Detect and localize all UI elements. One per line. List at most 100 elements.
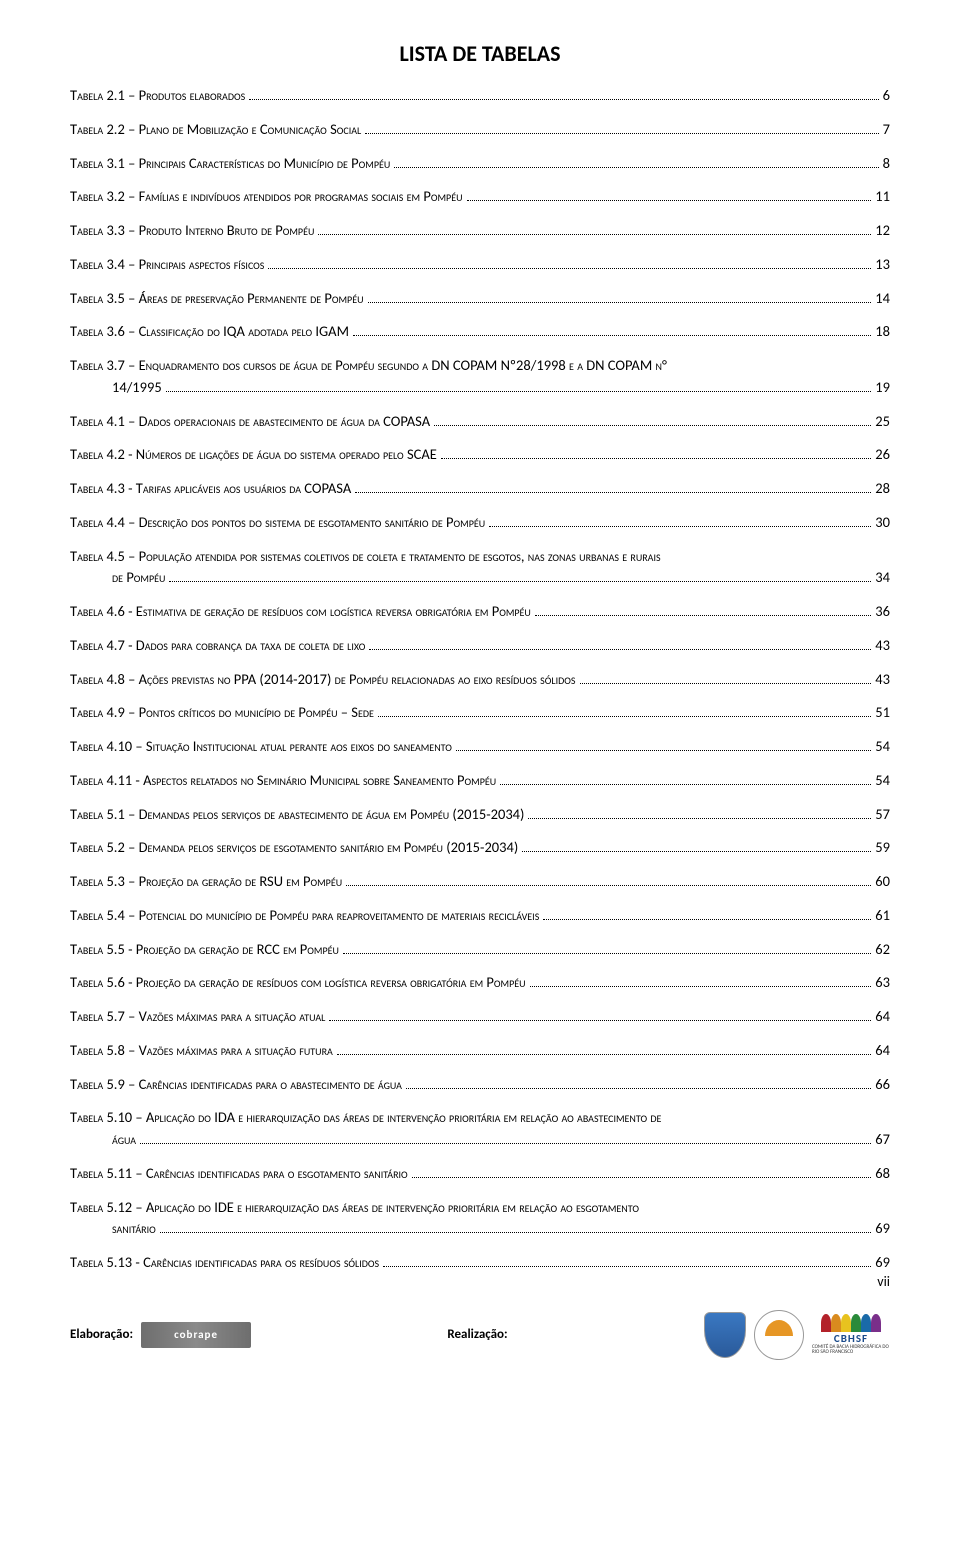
toc-entry-page: 61 xyxy=(875,905,890,927)
toc-entry-label: Tabela 2.1 – Produtos elaborados xyxy=(70,85,245,107)
leader-dots xyxy=(378,716,871,717)
toc-entry-label: Tabela 5.8 – Vazões máximas para a situa… xyxy=(70,1040,333,1062)
leader-dots xyxy=(522,851,871,852)
toc-entry-label: Tabela 3.7 – Enquadramento dos cursos de… xyxy=(70,355,890,377)
toc-entry-label: Tabela 4.11 - Aspectos relatados no Semi… xyxy=(70,770,496,792)
toc-entry-page: 26 xyxy=(875,444,890,466)
toc-entry-page: 19 xyxy=(875,377,890,399)
toc-entry: Tabela 2.1 – Produtos elaborados6 xyxy=(70,85,890,107)
toc-entry-page: 66 xyxy=(875,1074,890,1096)
toc-entry: Tabela 5.8 – Vazões máximas para a situa… xyxy=(70,1040,890,1062)
leader-dots xyxy=(489,526,871,527)
toc-entry: Tabela 5.13 - Carências identificadas pa… xyxy=(70,1252,890,1274)
leader-dots xyxy=(169,581,871,582)
leader-dots xyxy=(528,818,871,819)
toc-entry: Tabela 4.5 – População atendida por sist… xyxy=(70,546,890,590)
leader-dots xyxy=(346,885,871,886)
leader-dots xyxy=(535,615,871,616)
toc-entry: Tabela 4.8 – Ações previstas no PPA (201… xyxy=(70,669,890,691)
leader-dots xyxy=(530,986,872,987)
toc-entry-label: Tabela 5.1 – Demandas pelos serviços de … xyxy=(70,804,524,826)
toc-entry-label: Tabela 4.2 - Números de ligações de água… xyxy=(70,444,437,466)
toc-entry-label: Tabela 5.4 – Potencial do município de P… xyxy=(70,905,539,927)
toc-entry-label: Tabela 4.6 - Estimativa de geração de re… xyxy=(70,601,531,623)
toc-entry-page: 67 xyxy=(875,1129,890,1151)
toc-entry-label: Tabela 3.6 – Classificação do IQA adotad… xyxy=(70,321,349,343)
toc-entry-page: 11 xyxy=(875,186,890,208)
toc-entry-label: Tabela 2.2 – Plano de Mobilização e Comu… xyxy=(70,119,361,141)
toc-entry: Tabela 3.3 – Produto Interno Bruto de Po… xyxy=(70,220,890,242)
leader-dots xyxy=(166,391,872,392)
leader-dots xyxy=(329,1020,871,1021)
toc-entry: Tabela 3.6 – Classificação do IQA adotad… xyxy=(70,321,890,343)
toc-entry-page: 51 xyxy=(875,702,890,724)
footer-elab-label: Elaboração: xyxy=(70,1327,133,1342)
toc-entry-page: 18 xyxy=(875,321,890,343)
toc-entry: Tabela 4.3 - Tarifas aplicáveis aos usuá… xyxy=(70,478,890,500)
toc-entry-label: Tabela 3.3 – Produto Interno Bruto de Po… xyxy=(70,220,314,242)
toc-entry-page: 14 xyxy=(875,288,890,310)
toc-entry: Tabela 4.11 - Aspectos relatados no Semi… xyxy=(70,770,890,792)
leader-dots xyxy=(383,1266,871,1267)
leader-dots xyxy=(268,268,871,269)
page-number: vii xyxy=(877,1273,890,1290)
toc-entry: Tabela 3.5 – Áreas de preservação Perman… xyxy=(70,288,890,310)
toc-entry: Tabela 5.7 – Vazões máximas para a situa… xyxy=(70,1006,890,1028)
leader-dots xyxy=(580,683,872,684)
toc-entry-label: Tabela 4.10 – Situação Institucional atu… xyxy=(70,736,452,758)
toc-entry-page: 25 xyxy=(875,411,890,433)
leader-dots xyxy=(368,302,872,303)
toc-entry: Tabela 4.7 - Dados para cobrança da taxa… xyxy=(70,635,890,657)
toc-entry-label: Tabela 3.5 – Áreas de preservação Perman… xyxy=(70,288,364,310)
leader-dots xyxy=(343,953,871,954)
leader-dots xyxy=(467,200,872,201)
toc-entry-label-cont: 14/1995 xyxy=(112,377,162,399)
toc-entry: Tabela 5.5 - Projeção da geração de RCC … xyxy=(70,939,890,961)
toc-entry-page: 60 xyxy=(875,871,890,893)
toc-entry-page: 43 xyxy=(875,669,890,691)
toc-entry: Tabela 3.1 – Principais Características … xyxy=(70,153,890,175)
leader-dots xyxy=(365,133,878,134)
toc-entry: Tabela 4.1 – Dados operacionais de abast… xyxy=(70,411,890,433)
toc-entry-page: 62 xyxy=(875,939,890,961)
toc-entry-page: 43 xyxy=(875,635,890,657)
toc-entry-label: Tabela 4.1 – Dados operacionais de abast… xyxy=(70,411,430,433)
toc-entry: Tabela 5.9 – Carências identificadas par… xyxy=(70,1074,890,1096)
toc-entry-page: 54 xyxy=(875,770,890,792)
toc-entry-page: 57 xyxy=(875,804,890,826)
toc-entry: Tabela 4.2 - Números de ligações de água… xyxy=(70,444,890,466)
leader-dots xyxy=(406,1088,871,1089)
toc-entry-label: Tabela 5.11 – Carências identificadas pa… xyxy=(70,1163,408,1185)
toc-entry-page: 68 xyxy=(875,1163,890,1185)
toc-entry-label-cont: água xyxy=(112,1129,136,1151)
toc-entry-label: Tabela 5.12 – Aplicação do IDE e hierarq… xyxy=(70,1197,890,1219)
toc-entry: Tabela 5.2 – Demanda pelos serviços de e… xyxy=(70,837,890,859)
leader-dots xyxy=(369,649,871,650)
leader-dots xyxy=(160,1232,872,1233)
toc-entry: Tabela 5.3 – Projeção da geração de RSU … xyxy=(70,871,890,893)
toc-entry-label: Tabela 5.5 - Projeção da geração de RCC … xyxy=(70,939,339,961)
toc-entry-page: 7 xyxy=(883,119,890,141)
toc-entry: Tabela 5.1 – Demandas pelos serviços de … xyxy=(70,804,890,826)
toc-entry: Tabela 3.2 – Famílias e indivíduos atend… xyxy=(70,186,890,208)
leader-dots xyxy=(500,784,871,785)
footer-realiz-label: Realização: xyxy=(447,1327,507,1342)
leader-dots xyxy=(140,1143,871,1144)
toc-entry-page: 69 xyxy=(875,1252,890,1274)
toc-entry-page: 64 xyxy=(875,1006,890,1028)
leader-dots xyxy=(318,234,871,235)
toc-entry-label: Tabela 5.6 - Projeção da geração de resí… xyxy=(70,972,526,994)
toc-entry-label: Tabela 3.4 – Principais aspectos físicos xyxy=(70,254,264,276)
toc-entry-label: Tabela 4.3 - Tarifas aplicáveis aos usuá… xyxy=(70,478,351,500)
toc-entry: Tabela 5.10 – Aplicação do IDA e hierarq… xyxy=(70,1107,890,1151)
leader-dots xyxy=(456,750,871,751)
toc-entry-page: 28 xyxy=(875,478,890,500)
toc-entry-page: 12 xyxy=(875,220,890,242)
toc-entry-page: 63 xyxy=(875,972,890,994)
page-title: LISTA DE TABELAS xyxy=(70,40,890,67)
leader-dots xyxy=(353,335,871,336)
toc-entry-page: 8 xyxy=(883,153,890,175)
toc-entry: Tabela 5.11 – Carências identificadas pa… xyxy=(70,1163,890,1185)
cbhsf-subtext: COMITÊ DA BACIA HIDROGRÁFICA DO RIO SÃO … xyxy=(812,1345,890,1355)
toc-entry-label: Tabela 4.5 – População atendida por sist… xyxy=(70,546,890,568)
